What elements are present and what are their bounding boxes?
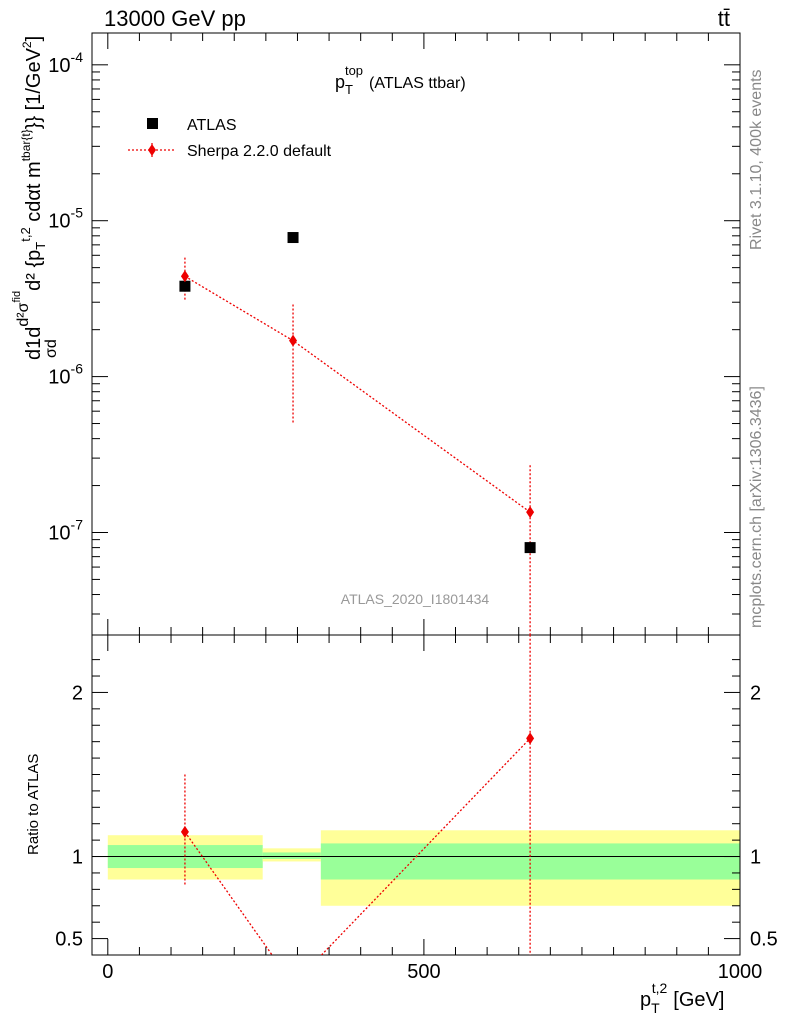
sherpa-point-0: [180, 270, 189, 283]
xtick-label-2: 1000: [718, 961, 763, 983]
ratio-data-clipped: [180, 635, 535, 991]
ylabel-mid: cdαt m: [23, 161, 45, 227]
ratio-band-inner-1: [262, 852, 321, 859]
ylabel-frac: d1d: [23, 327, 45, 360]
ratio-axis-ticks: 0.5 0.5 1 1 2 2: [55, 659, 778, 951]
mcplots-label: mcplots.cern.ch [arXiv:1306.3436]: [748, 386, 765, 628]
ylabel-top: d²σ: [15, 302, 32, 326]
main-ytick-base: 10: [48, 211, 70, 233]
ratio-plot-frame: [91, 634, 741, 956]
xtick-label-0: 0: [102, 961, 113, 983]
ylabel-t: T: [33, 242, 48, 250]
main-ytick-exp: -4: [71, 49, 84, 65]
xlabel-p: p: [640, 989, 651, 1011]
main-title: pTtop (ATLAS ttbar): [335, 63, 466, 97]
xlabel-rest: [GeV]: [673, 989, 724, 1011]
sherpa-line: [184, 275, 531, 513]
main-ytick-base: 10: [48, 367, 70, 389]
xtick-label-1: 500: [407, 961, 440, 983]
ratio-ytick-label-left-0: 0.5: [55, 929, 83, 951]
ratio-ytick-label-right-1: 1: [750, 847, 761, 869]
ylabel-sigma: σd: [43, 339, 60, 358]
ylabel-topsup: fid: [11, 291, 23, 303]
process-label: tt̄: [718, 6, 730, 31]
xlabel-sup: t,2: [652, 980, 668, 996]
ratio-ytick-label-left-2: 2: [72, 682, 83, 704]
ylabel-sq: 2: [20, 41, 34, 48]
legend-sherpa-label: Sherpa 2.2.0 default: [187, 143, 332, 160]
x-axis-label: pTt,2 [GeV]: [640, 980, 724, 1016]
legend-sherpa-marker: [148, 144, 156, 156]
ylabel-t2: t,2: [18, 227, 33, 241]
title-p: p: [335, 72, 345, 92]
title-sup: top: [345, 63, 363, 78]
ratio-sherpa-point-1: [289, 979, 297, 991]
ylabel-close: ]: [23, 36, 45, 42]
energy-label: 13000 GeV pp: [104, 6, 246, 31]
main-ytick-exp: -5: [71, 205, 84, 221]
main-ytick-exp: -7: [71, 516, 84, 532]
ratio-y-label: Ratio to ATLAS: [25, 754, 42, 855]
legend-atlas-marker: [147, 118, 158, 129]
title-sub: T: [345, 82, 353, 97]
sherpa-point-1: [289, 334, 298, 347]
ratio-ytick-label-right-2: 2: [750, 682, 761, 704]
main-ytick-base: 10: [48, 55, 70, 77]
main-axis-ticks: 10-710-610-510-4: [48, 49, 740, 615]
main-ytick-base: 10: [48, 522, 70, 544]
legend: ATLAS Sherpa 2.2.0 default: [128, 117, 332, 160]
ratio-data-layer: [180, 635, 535, 991]
sherpa-point-2: [526, 506, 535, 519]
main-ytick-label-2: 10-5: [48, 205, 83, 233]
ylabel-end: }} [1/GeV: [23, 47, 45, 129]
xlabel-sub: T: [651, 1000, 660, 1016]
title-rest: (ATLAS ttbar): [369, 75, 466, 92]
atlas-point-0: [179, 280, 191, 292]
legend-atlas-label: ATLAS: [187, 117, 237, 134]
ratio-uncertainty-bands: [107, 830, 740, 906]
main-ytick-label-1: 10-6: [48, 361, 83, 389]
analysis-label: ATLAS_2020_I1801434: [341, 591, 490, 607]
main-y-label: d1dd²σfidd² {pTt,2 cdαt mtbar{t}}} [1/Ge…: [11, 36, 48, 360]
main-ytick-label-0: 10-7: [48, 516, 83, 544]
ratio-band-inner-2: [320, 843, 740, 880]
ratio-sherpa-point-2: [526, 732, 535, 745]
ratio-ytick-label-right-0: 0.5: [750, 929, 778, 951]
ratio-sherpa-point-0: [180, 825, 189, 838]
atlas-point-1: [287, 232, 299, 244]
x-axis-ticks: 0 500 1000: [102, 33, 762, 983]
main-ytick-exp: -6: [71, 361, 84, 377]
rivet-label: Rivet 3.1.10, 400k events: [748, 69, 765, 250]
main-data-layer: [179, 232, 536, 635]
main-ytick-label-3: 10-4: [48, 49, 83, 77]
ylabel-tb: tbar{t}: [19, 129, 33, 161]
ratio-ytick-label-left-1: 1: [72, 847, 83, 869]
ylabel-d2: d² {p: [23, 250, 45, 291]
atlas-point-2: [524, 542, 536, 554]
